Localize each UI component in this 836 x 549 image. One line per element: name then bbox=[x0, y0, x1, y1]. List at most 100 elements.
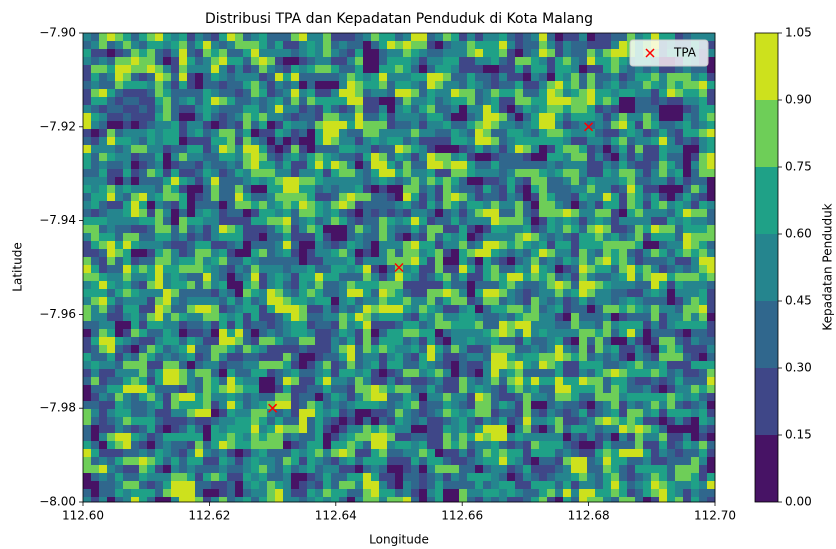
texture-cell bbox=[315, 257, 324, 266]
texture-cell bbox=[515, 65, 524, 74]
texture-cell bbox=[411, 281, 420, 290]
texture-cell bbox=[587, 161, 596, 170]
texture-cell bbox=[387, 497, 396, 503]
texture-cell bbox=[227, 257, 236, 266]
texture-cell bbox=[555, 449, 564, 458]
texture-cell bbox=[443, 369, 452, 378]
texture-cell bbox=[403, 113, 412, 122]
texture-cell bbox=[667, 185, 676, 194]
texture-cell bbox=[155, 465, 164, 474]
texture-cell bbox=[299, 377, 308, 386]
texture-cell bbox=[139, 457, 148, 466]
texture-cell bbox=[595, 185, 604, 194]
texture-cell bbox=[163, 257, 172, 266]
texture-cell bbox=[683, 129, 692, 138]
texture-cell bbox=[83, 353, 92, 362]
texture-cell bbox=[307, 113, 316, 122]
texture-cell bbox=[627, 465, 636, 474]
texture-cell bbox=[99, 417, 108, 426]
texture-cell bbox=[315, 425, 324, 434]
texture-cell bbox=[179, 305, 188, 314]
texture-cell bbox=[459, 153, 468, 162]
texture-cell bbox=[235, 49, 244, 58]
texture-cell bbox=[579, 193, 588, 202]
texture-cell bbox=[563, 393, 572, 402]
texture-cell bbox=[171, 97, 180, 106]
texture-cell bbox=[179, 225, 188, 234]
texture-cell bbox=[451, 305, 460, 314]
texture-cell bbox=[691, 161, 700, 170]
texture-cell bbox=[611, 321, 620, 330]
texture-cell bbox=[147, 305, 156, 314]
texture-cell bbox=[291, 169, 300, 178]
texture-cell bbox=[219, 57, 228, 66]
texture-cell bbox=[587, 329, 596, 338]
texture-cell bbox=[435, 417, 444, 426]
texture-cell bbox=[371, 233, 380, 242]
texture-cell bbox=[211, 353, 220, 362]
texture-cell bbox=[347, 249, 356, 258]
texture-cell bbox=[691, 97, 700, 106]
texture-cell bbox=[555, 137, 564, 146]
texture-cell bbox=[643, 265, 652, 274]
texture-cell bbox=[475, 209, 484, 218]
texture-cell bbox=[163, 481, 172, 490]
texture-cell bbox=[539, 121, 548, 130]
texture-cell bbox=[315, 153, 324, 162]
texture-cell bbox=[627, 273, 636, 282]
texture-cell bbox=[339, 345, 348, 354]
texture-cell bbox=[355, 337, 364, 346]
texture-cell bbox=[203, 337, 212, 346]
texture-cell bbox=[691, 361, 700, 370]
texture-cell bbox=[187, 457, 196, 466]
texture-cell bbox=[187, 409, 196, 418]
texture-cell bbox=[123, 145, 132, 154]
texture-cell bbox=[467, 137, 476, 146]
texture-cell bbox=[475, 169, 484, 178]
texture-cell bbox=[363, 145, 372, 154]
texture-cell bbox=[363, 417, 372, 426]
colorbar-band bbox=[755, 167, 778, 234]
texture-cell bbox=[571, 401, 580, 410]
texture-cell bbox=[219, 449, 228, 458]
texture-cell bbox=[163, 321, 172, 330]
texture-cell bbox=[147, 249, 156, 258]
texture-cell bbox=[435, 217, 444, 226]
texture-cell bbox=[475, 457, 484, 466]
texture-cell bbox=[635, 137, 644, 146]
texture-cell bbox=[611, 57, 620, 66]
texture-cell bbox=[459, 481, 468, 490]
texture-cell bbox=[283, 57, 292, 66]
texture-cell bbox=[235, 241, 244, 250]
texture-cell bbox=[579, 345, 588, 354]
texture-cell bbox=[427, 481, 436, 490]
texture-cell bbox=[99, 185, 108, 194]
texture-cell bbox=[419, 217, 428, 226]
texture-cell bbox=[235, 73, 244, 82]
texture-cell bbox=[507, 209, 516, 218]
texture-cell bbox=[475, 105, 484, 114]
texture-cell bbox=[459, 305, 468, 314]
texture-cell bbox=[323, 385, 332, 394]
texture-cell bbox=[547, 297, 556, 306]
texture-cell bbox=[675, 305, 684, 314]
texture-cell bbox=[475, 65, 484, 74]
texture-cell bbox=[675, 153, 684, 162]
texture-cell bbox=[347, 401, 356, 410]
texture-cell bbox=[675, 169, 684, 178]
texture-cell bbox=[331, 409, 340, 418]
texture-cell bbox=[571, 57, 580, 66]
texture-cell bbox=[331, 441, 340, 450]
texture-cell bbox=[619, 137, 628, 146]
texture-cell bbox=[571, 433, 580, 442]
texture-cell bbox=[691, 81, 700, 90]
texture-cell bbox=[219, 361, 228, 370]
texture-cell bbox=[307, 305, 316, 314]
texture-cell bbox=[451, 169, 460, 178]
texture-cell bbox=[467, 257, 476, 266]
texture-cell bbox=[187, 393, 196, 402]
texture-cell bbox=[531, 441, 540, 450]
texture-cell bbox=[603, 497, 612, 503]
texture-cell bbox=[531, 273, 540, 282]
texture-cell bbox=[531, 417, 540, 426]
